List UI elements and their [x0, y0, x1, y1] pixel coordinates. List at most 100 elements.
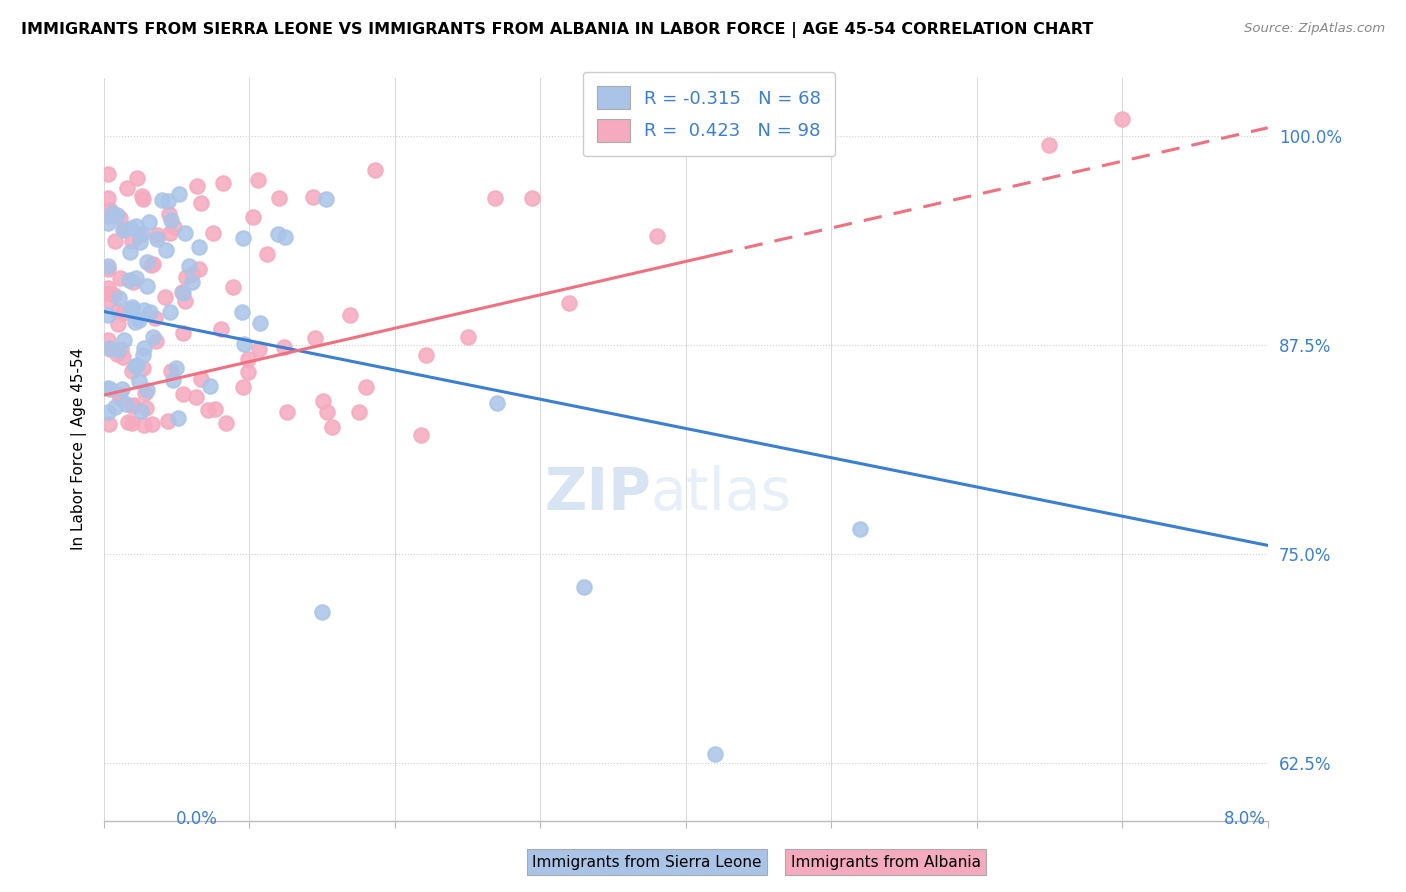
- Point: [186, 179, 208, 194]
- Point: [128, 228, 150, 243]
- Point: [97, 333, 120, 347]
- Point: [98, 343, 121, 357]
- Point: [128, 313, 150, 327]
- Point: [97, 259, 120, 273]
- Point: [1038, 137, 1060, 152]
- Point: [132, 348, 155, 362]
- Point: [274, 230, 297, 244]
- Point: [117, 415, 139, 429]
- Point: [142, 329, 165, 343]
- Point: [188, 261, 211, 276]
- Point: [849, 522, 872, 536]
- Point: [129, 403, 152, 417]
- Point: [232, 379, 254, 393]
- Point: [236, 365, 259, 379]
- Text: atlas: atlas: [651, 466, 792, 523]
- Point: [141, 417, 163, 431]
- Y-axis label: In Labor Force | Age 45-54: In Labor Force | Age 45-54: [72, 348, 87, 550]
- Point: [197, 403, 219, 417]
- Point: [131, 227, 153, 241]
- Point: [236, 352, 259, 367]
- Point: [157, 206, 180, 220]
- Point: [315, 192, 337, 206]
- Point: [108, 270, 131, 285]
- Point: [354, 380, 377, 394]
- Point: [198, 378, 221, 392]
- Point: [269, 191, 291, 205]
- Point: [112, 222, 135, 236]
- Point: [321, 420, 343, 434]
- Point: [107, 304, 129, 318]
- Point: [132, 192, 155, 206]
- Point: [172, 286, 194, 301]
- Point: [97, 341, 120, 355]
- Point: [108, 387, 131, 401]
- Point: [121, 275, 143, 289]
- Point: [139, 305, 162, 319]
- Point: [273, 340, 295, 354]
- Point: [111, 223, 134, 237]
- Point: [214, 416, 236, 430]
- Point: [124, 315, 146, 329]
- Point: [162, 374, 184, 388]
- Text: Source: ZipAtlas.com: Source: ZipAtlas.com: [1244, 22, 1385, 36]
- Point: [120, 245, 142, 260]
- Point: [134, 385, 156, 400]
- Point: [232, 337, 254, 351]
- Text: 8.0%: 8.0%: [1223, 810, 1265, 828]
- Point: [97, 405, 120, 419]
- Point: [339, 308, 361, 322]
- Point: [136, 255, 159, 269]
- Point: [212, 177, 235, 191]
- Point: [101, 205, 124, 219]
- Point: [242, 210, 264, 224]
- Point: [141, 258, 163, 272]
- Point: [141, 257, 163, 271]
- Point: [173, 226, 195, 240]
- Point: [166, 411, 188, 425]
- Point: [128, 375, 150, 389]
- Point: [159, 212, 181, 227]
- Point: [97, 285, 120, 300]
- Text: IMMIGRANTS FROM SIERRA LEONE VS IMMIGRANTS FROM ALBANIA IN LABOR FORCE | AGE 45-: IMMIGRANTS FROM SIERRA LEONE VS IMMIGRAN…: [21, 22, 1094, 38]
- Point: [134, 418, 156, 433]
- Point: [222, 279, 245, 293]
- Point: [184, 390, 207, 404]
- Point: [267, 227, 290, 241]
- Point: [145, 334, 167, 348]
- Point: [115, 181, 138, 195]
- Point: [107, 343, 129, 357]
- Point: [311, 605, 333, 619]
- Point: [159, 227, 181, 241]
- Point: [98, 203, 121, 218]
- Point: [112, 333, 135, 347]
- Point: [364, 162, 387, 177]
- Point: [190, 372, 212, 386]
- Point: [316, 405, 339, 419]
- Text: ZIP: ZIP: [544, 466, 651, 523]
- Point: [409, 428, 432, 442]
- Point: [247, 342, 270, 356]
- Point: [122, 398, 145, 412]
- Text: 0.0%: 0.0%: [176, 810, 218, 828]
- Point: [572, 580, 595, 594]
- Point: [128, 235, 150, 250]
- Point: [204, 401, 226, 416]
- Point: [159, 364, 181, 378]
- Point: [97, 167, 120, 181]
- Point: [249, 316, 271, 330]
- Point: [172, 326, 194, 340]
- Point: [114, 397, 136, 411]
- Point: [1111, 112, 1133, 127]
- Point: [121, 364, 143, 378]
- Point: [98, 382, 121, 396]
- Point: [157, 194, 180, 208]
- Point: [97, 261, 120, 276]
- Point: [97, 216, 120, 230]
- Point: [118, 273, 141, 287]
- Point: [146, 228, 169, 243]
- Point: [110, 342, 132, 356]
- Point: [120, 221, 142, 235]
- Point: [97, 281, 120, 295]
- Point: [104, 400, 127, 414]
